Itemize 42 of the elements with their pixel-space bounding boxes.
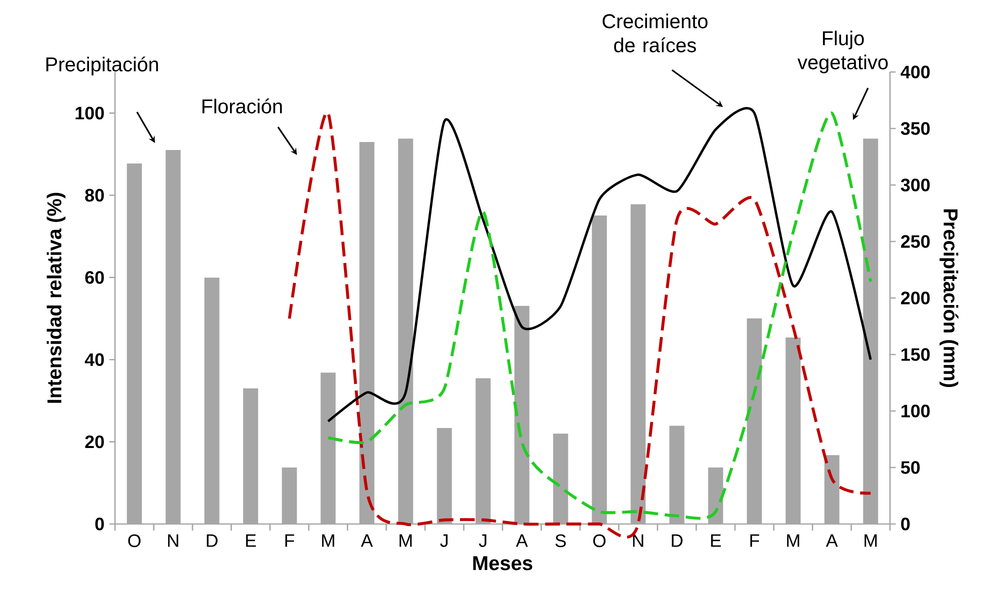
y2-tick-label: 300 <box>900 178 930 192</box>
y2-tick-label: 200 <box>901 292 930 304</box>
x-tick-label: A <box>826 534 838 547</box>
y2-tick-label: 150 <box>902 348 930 361</box>
annotation: Floración <box>202 98 282 114</box>
y-tick-label: 60 <box>85 271 104 284</box>
x-tick-label: M <box>864 534 877 547</box>
annotation: Precipitación <box>46 56 158 76</box>
text: Crecimiento de raíces <box>602 14 708 52</box>
x-tick-label: O <box>128 534 141 548</box>
y2-tick-label: 400 <box>900 66 930 78</box>
x-tick-label: J <box>440 534 448 547</box>
y-tick-label: 80 <box>85 188 104 202</box>
y-tick-label: 0 <box>95 518 104 530</box>
y2-tick-label: 100 <box>902 404 930 418</box>
x-tick-label: M <box>787 534 800 547</box>
y-tick-label: 100 <box>76 106 104 120</box>
y-tick-label: 40 <box>84 353 104 366</box>
x-tick-label: N <box>168 534 178 547</box>
x-tick-label: S <box>555 534 566 548</box>
x-tick-label: J <box>478 534 486 547</box>
x-tick-label: F <box>285 534 294 547</box>
y2-tick-label: 250 <box>901 235 930 248</box>
x-tick-label: E <box>246 534 256 547</box>
y2-axis-title: Precipitación (mm) <box>940 209 958 388</box>
x-tick-label: A <box>360 534 373 547</box>
y-tick-label: 20 <box>85 435 104 448</box>
x-tick-label: D <box>672 534 683 547</box>
x-tick-label: F <box>750 534 760 547</box>
x-tick-label: D <box>206 534 218 547</box>
x-tick-label: N <box>633 534 644 547</box>
x-tick-label: A <box>516 534 528 547</box>
annotation: Flujo vegetativo <box>797 30 888 74</box>
y-axis-title: Intensidad relativa (%) <box>46 192 66 403</box>
y2-tick-label: 0 <box>901 518 910 530</box>
x-tick-label: M <box>322 534 334 547</box>
x-tick-label: O <box>593 534 606 548</box>
y2-tick-label: 50 <box>900 461 920 474</box>
x-axis-title: Meses <box>473 556 532 570</box>
y2-tick-label: 350 <box>900 122 930 135</box>
x-tick-label: M <box>400 534 412 547</box>
x-tick-label: E <box>711 534 721 547</box>
